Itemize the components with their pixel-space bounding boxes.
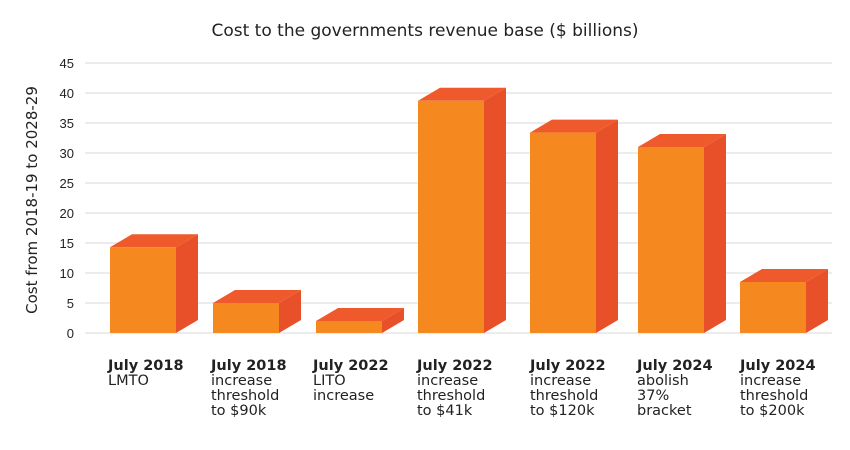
bar-top [638,134,726,147]
bar [638,134,726,333]
bar-top [530,119,618,133]
bar-top [213,290,301,303]
category-label: July 2022 increase threshold to $41k [417,359,513,419]
bar-front [530,132,596,333]
category-label-date: July 2022 [313,358,389,374]
chart-title: Cost to the governments revenue base ($ … [211,21,639,41]
bar [110,234,198,333]
y-tick-label: 5 [67,296,74,311]
y-tick-label: 25 [60,176,74,191]
category-label-measure: increase threshold to $90k [211,373,280,419]
bar-front [213,303,279,333]
bar-top [316,308,404,321]
bar-side [382,308,404,333]
bar-front [110,247,176,333]
category-label-date: July 2018 [211,358,287,374]
category-label: July 2018 increase threshold to $90k [211,359,307,419]
bar-side [176,234,198,333]
bar-side [596,119,618,333]
category-label: July 2022 LITO increase [313,359,409,404]
bar [740,269,828,333]
category-label: July 2024 abolish 37% bracket [637,359,733,419]
bar-front [740,282,806,333]
y-tick-label: 0 [67,326,74,341]
category-label: July 2022 increase threshold to $120k [530,359,626,419]
y-tick-label: 10 [60,266,74,281]
bar-top [110,234,198,248]
bar-side [484,87,506,333]
bar-top [740,269,828,282]
category-label-measure: LMTO [108,373,149,389]
category-label-date: July 2022 [417,358,493,374]
category-label: July 2024 increase threshold to $200k [740,359,836,419]
bar-front [638,147,704,333]
category-label-measure: LITO increase [313,373,375,404]
bar-front [316,321,382,333]
y-tick-label: 45 [60,56,74,71]
bar-top [418,87,506,101]
bar-side [279,290,301,333]
y-tick-label: 40 [60,86,74,101]
bar-front [418,100,484,333]
y-tick-label: 30 [60,146,74,161]
bar [316,308,404,333]
bar [213,290,301,333]
category-label: July 2018 LMTO [108,359,204,389]
y-tick-label: 35 [60,116,74,131]
category-label-measure: increase threshold to $200k [740,373,809,419]
bar-side [704,134,726,333]
bar [530,119,618,333]
y-tick-label: 15 [60,236,74,251]
y-tick-label: 20 [60,206,74,221]
bar-side [806,269,828,333]
category-label-measure: increase threshold to $120k [530,373,599,419]
category-label-measure: increase threshold to $41k [417,373,486,419]
y-axis-label: Cost from 2018-19 to 2028-29 [23,86,41,314]
category-label-date: July 2024 [637,358,713,374]
category-label-measure: abolish 37% bracket [637,373,692,419]
bar [418,87,506,333]
category-label-date: July 2022 [530,358,606,374]
category-label-date: July 2018 [108,358,184,374]
category-label-date: July 2024 [740,358,816,374]
